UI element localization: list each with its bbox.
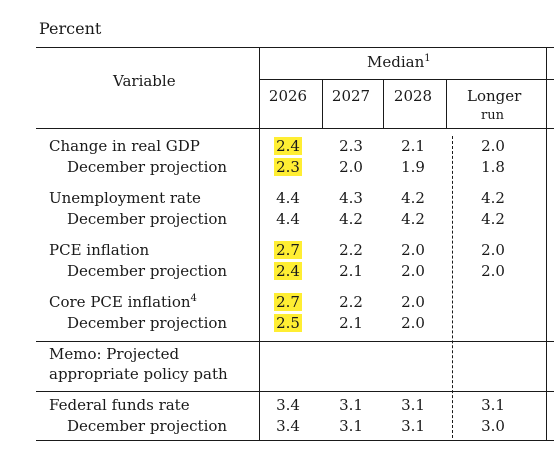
value-cell: 2.2	[339, 241, 363, 259]
value-cell: 2.2	[339, 293, 363, 311]
value-cell: 2.1	[401, 137, 425, 155]
top-rule	[36, 47, 554, 48]
value-cell: 2.0	[401, 293, 425, 311]
value-cell: 3.1	[339, 417, 363, 435]
median-header: Median1	[367, 53, 431, 71]
variable-column-rule	[259, 47, 260, 441]
header-bottom-rule	[36, 128, 554, 129]
median-rule	[259, 79, 554, 80]
december-projection-label: December projection	[67, 314, 228, 332]
value-cell: 2.1	[339, 262, 363, 280]
longer-run-dashed-rule	[452, 136, 453, 438]
value-cell: 2.0	[339, 158, 363, 176]
col-2028-rule	[446, 79, 447, 128]
value-cell: 2.7	[274, 241, 302, 259]
value-cell: 2.0	[401, 314, 425, 332]
memo-bottom-rule	[36, 391, 554, 392]
col-2026-rule	[322, 79, 323, 128]
median-footnote: 1	[424, 53, 431, 64]
variable-label: PCE inflation	[49, 241, 150, 259]
variable-label: Unemployment rate	[49, 189, 201, 207]
value-cell: 2.3	[274, 158, 302, 176]
value-cell: 3.1	[339, 396, 363, 414]
value-cell: 3.4	[276, 417, 300, 435]
memo-line2: appropriate policy path	[49, 365, 228, 383]
value-cell: 2.0	[401, 262, 425, 280]
memo-top-rule	[36, 341, 554, 342]
year-2026-header: 2026	[268, 87, 308, 105]
december-projection-label: December projection	[67, 417, 228, 435]
value-cell: 4.3	[339, 189, 363, 207]
right-edge-rule	[546, 47, 547, 441]
value-cell: 2.4	[274, 137, 302, 155]
longer-run-header-line1: Longer	[467, 87, 522, 105]
variable-label: Federal funds rate	[49, 396, 190, 414]
value-cell: 1.9	[401, 158, 425, 176]
value-cell: 3.0	[481, 417, 505, 435]
value-cell: 2.0	[481, 241, 505, 259]
variable-label: Core PCE inflation4	[49, 293, 197, 311]
value-cell: 3.1	[481, 396, 505, 414]
value-cell: 2.0	[481, 137, 505, 155]
longer-run-header-line2: run	[481, 108, 504, 123]
value-cell: 2.7	[274, 293, 302, 311]
value-cell: 4.2	[481, 210, 505, 228]
variable-label: Change in real GDP	[49, 137, 200, 155]
value-cell: 4.4	[276, 210, 300, 228]
value-cell: 1.8	[481, 158, 505, 176]
value-cell: 2.0	[481, 262, 505, 280]
value-cell: 2.1	[339, 314, 363, 332]
col-2027-rule	[383, 79, 384, 128]
value-cell: 3.1	[401, 396, 425, 414]
value-cell: 4.2	[339, 210, 363, 228]
table-caption: Percent	[39, 19, 102, 38]
variable-header: Variable	[113, 72, 176, 90]
footnote-marker: 4	[190, 293, 197, 304]
memo-line1: Memo: Projected	[49, 345, 180, 363]
december-projection-label: December projection	[67, 210, 228, 228]
value-cell: 4.4	[276, 189, 300, 207]
value-cell: 3.1	[401, 417, 425, 435]
bottom-rule	[36, 440, 554, 441]
value-cell: 2.5	[274, 314, 302, 332]
value-cell: 3.4	[276, 396, 300, 414]
value-cell: 2.0	[401, 241, 425, 259]
december-projection-label: December projection	[67, 262, 228, 280]
year-2027-header: 2027	[331, 87, 371, 105]
december-projection-label: December projection	[67, 158, 228, 176]
year-2028-header: 2028	[393, 87, 433, 105]
value-cell: 4.2	[401, 189, 425, 207]
value-cell: 2.4	[274, 262, 302, 280]
value-cell: 2.3	[339, 137, 363, 155]
value-cell: 4.2	[481, 189, 505, 207]
value-cell: 4.2	[401, 210, 425, 228]
